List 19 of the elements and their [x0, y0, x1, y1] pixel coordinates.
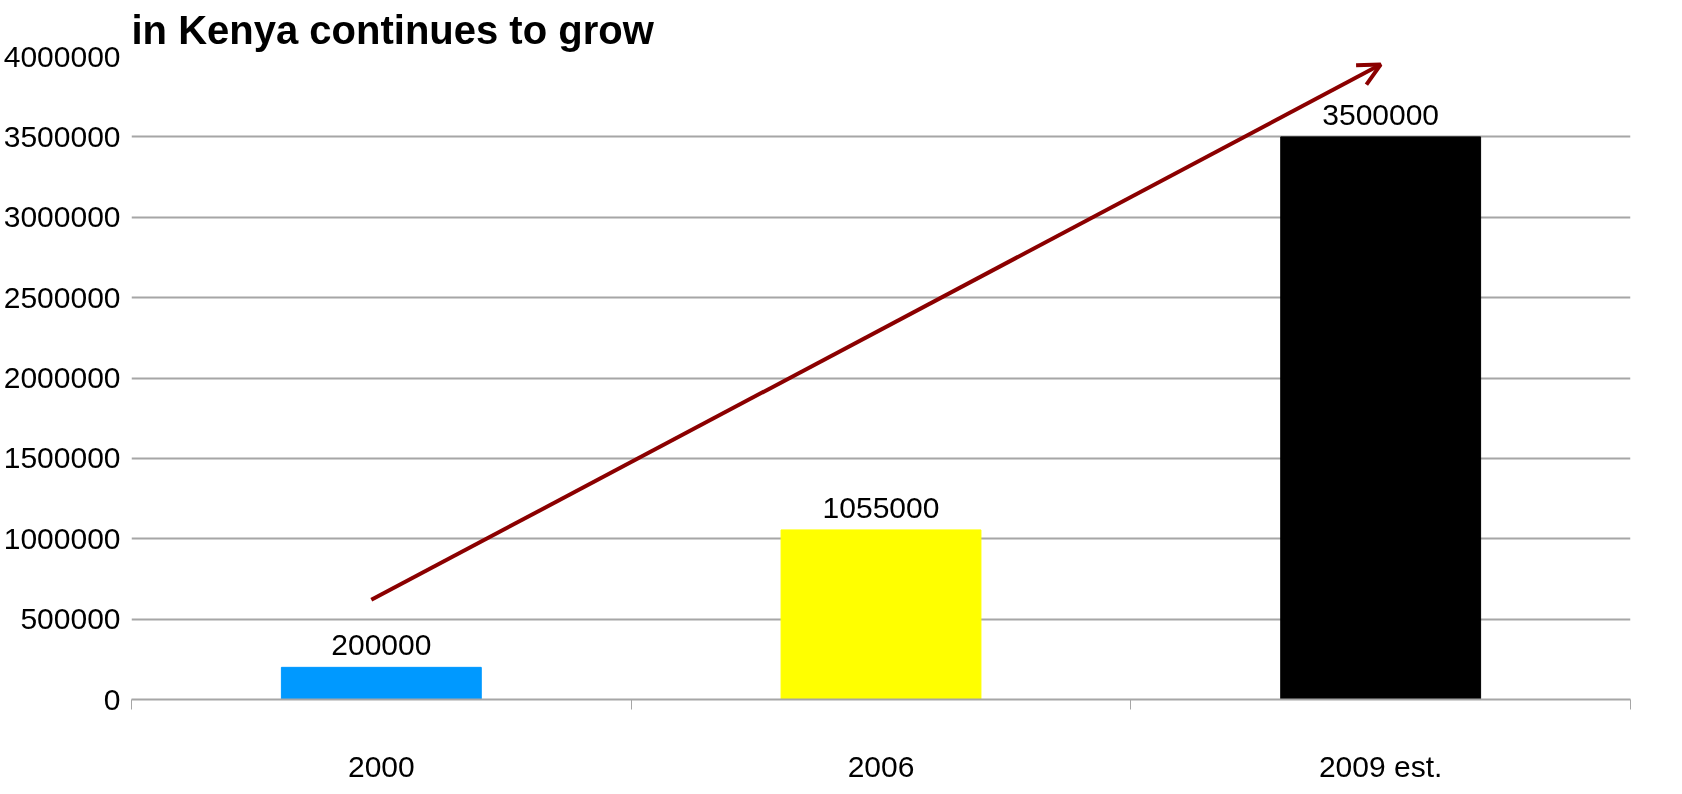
- bar: [780, 529, 982, 700]
- bar: [280, 666, 482, 700]
- y-tick-label: 1000000: [3, 521, 121, 555]
- data-label: 200000: [331, 628, 432, 662]
- y-tick-label: 4000000: [3, 39, 121, 73]
- x-tick-label: 2006: [847, 749, 915, 783]
- y-tick-label: 2000000: [3, 361, 121, 394]
- x-tick-label: 2009 est.: [1318, 749, 1443, 783]
- data-label: 3500000: [1322, 97, 1440, 131]
- y-tick-label: 1500000: [3, 441, 121, 475]
- data-label: 1055000: [822, 490, 940, 524]
- y-tick-label: 2500000: [3, 280, 121, 314]
- y-tick-label: 3000000: [3, 200, 121, 234]
- bar: [1280, 136, 1482, 700]
- y-tick-label: 0: [103, 682, 121, 716]
- y-tick-label: 3500000: [3, 119, 121, 153]
- x-tick-label: 2000: [347, 749, 415, 783]
- chart-title: in Kenya continues to grow: [131, 7, 655, 52]
- y-tick-label: 500000: [20, 602, 121, 636]
